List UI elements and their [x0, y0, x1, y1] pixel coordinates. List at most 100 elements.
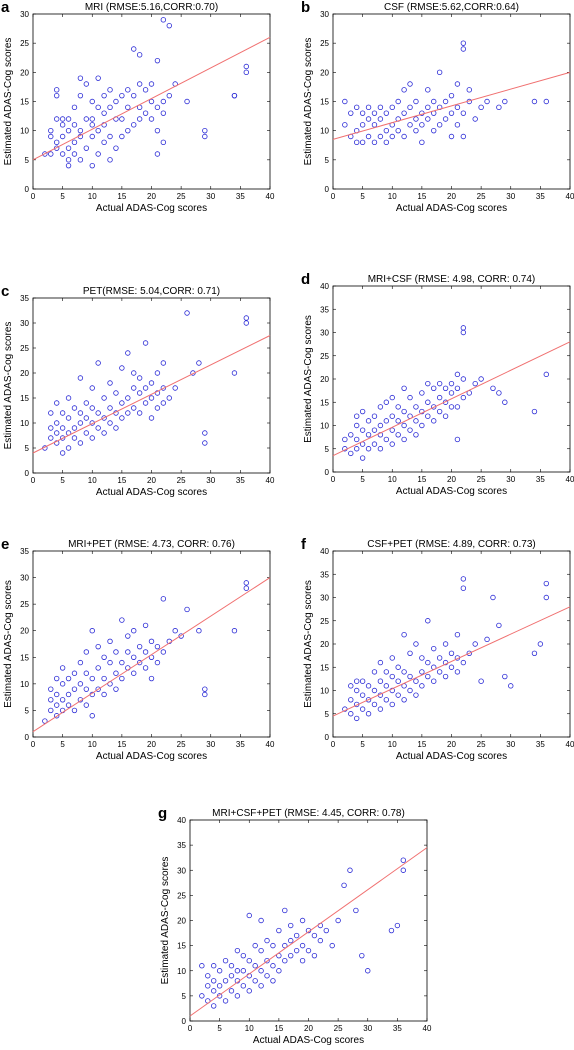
- scatter-point: [77, 92, 84, 99]
- x-tick-label: 20: [304, 1024, 313, 1033]
- scatter-point: [472, 380, 478, 387]
- x-axis-label: Actual ADAS-Cog scores: [96, 751, 207, 762]
- x-tick-label: 15: [417, 192, 426, 201]
- scatter-point: [89, 675, 95, 682]
- scatter-point: [160, 110, 167, 116]
- scatter-point: [107, 659, 113, 666]
- scatter-point: [454, 669, 461, 675]
- scatter-point: [460, 46, 467, 52]
- scatter-point: [243, 315, 249, 321]
- scatter-point: [160, 360, 167, 366]
- scatter-point: [400, 857, 406, 863]
- scatter-point: [359, 427, 366, 433]
- y-tick-label: 20: [20, 68, 29, 77]
- scatter-point: [442, 641, 449, 647]
- scatter-point: [231, 92, 238, 99]
- scatter-point: [148, 675, 155, 682]
- scatter-point: [431, 418, 437, 424]
- x-tick-label: 15: [117, 192, 126, 201]
- scatter-point: [401, 110, 407, 116]
- y-tick-label: 25: [320, 617, 329, 626]
- panel-letter: b: [301, 0, 310, 16]
- scatter-point: [400, 867, 406, 873]
- scatter-point: [282, 942, 288, 949]
- scatter-point: [48, 425, 54, 431]
- scatter-point: [166, 22, 172, 29]
- scatter-point: [436, 394, 443, 401]
- plot-frame: [332, 285, 571, 473]
- scatter-point: [407, 650, 413, 656]
- scatter-point: [54, 116, 60, 122]
- y-tick-label: 5: [25, 706, 30, 715]
- scatter-point: [199, 993, 205, 999]
- scatter-point: [305, 947, 312, 954]
- scatter-point: [425, 399, 431, 405]
- scatter-point: [425, 87, 431, 93]
- scatter-point: [365, 683, 372, 689]
- regression-line: [332, 71, 571, 140]
- scatter-point: [371, 669, 378, 675]
- scatter-point: [454, 632, 461, 638]
- y-tick-label: 30: [320, 594, 329, 603]
- scatter-point: [442, 116, 449, 122]
- scatter-point: [101, 430, 107, 436]
- scatter-point: [407, 427, 413, 433]
- scatter-point: [154, 104, 161, 111]
- scatter-point: [252, 942, 258, 949]
- scatter-point: [65, 415, 72, 421]
- scatter-point: [202, 133, 208, 140]
- y-tick-label: 30: [177, 866, 186, 875]
- scatter-point: [148, 116, 155, 122]
- scatter-point: [160, 596, 167, 602]
- x-tick-label: 5: [360, 192, 365, 201]
- scatter-point: [288, 937, 294, 944]
- scatter-point: [359, 408, 366, 415]
- scatter-point: [258, 917, 264, 924]
- scatter-point: [377, 446, 384, 452]
- scatter-point: [154, 127, 161, 134]
- scatter-point: [436, 122, 443, 128]
- scatter-point: [454, 371, 461, 378]
- scatter-point: [184, 98, 190, 105]
- scatter-point: [113, 98, 119, 105]
- scatter-point: [531, 98, 538, 105]
- scatter-point: [431, 385, 437, 391]
- scatter-point: [365, 968, 371, 974]
- y-tick-label: 15: [320, 98, 329, 107]
- scatter-point: [448, 133, 455, 140]
- scatter-point: [348, 450, 354, 457]
- scatter-point: [395, 664, 401, 670]
- scatter-point: [119, 365, 125, 371]
- scatter-point: [148, 81, 155, 87]
- y-axis-label: Estimated ADAS-Cog scores: [303, 580, 314, 708]
- y-tick-label: 35: [20, 294, 29, 303]
- scatter-point: [490, 385, 496, 391]
- scatter-point: [365, 697, 372, 703]
- scatter-point: [107, 133, 113, 140]
- scatter-point: [460, 133, 467, 140]
- scatter-point: [184, 310, 190, 316]
- scatter-point: [419, 655, 425, 661]
- scatter-point: [83, 400, 90, 406]
- scatter-point: [442, 385, 449, 391]
- panel-e: 0 5 10 15 20 25 30 35 40 0 5 10 15 20 25 30 35 MRI+PET (R…: [1, 536, 275, 762]
- scatter-point: [228, 988, 235, 994]
- scatter-point: [160, 400, 167, 406]
- panel-title: CSF+PET (RMSE: 4.89, CORR: 0.73): [367, 539, 535, 550]
- scatter-point: [89, 98, 95, 105]
- x-tick-label: 0: [188, 1024, 193, 1033]
- scatter-point: [95, 425, 101, 431]
- x-tick-label: 40: [566, 475, 574, 484]
- y-tick-label: 5: [325, 156, 330, 165]
- scatter-point: [377, 133, 384, 140]
- scatter-point: [231, 628, 238, 634]
- scatter-point: [54, 145, 60, 151]
- scatter-point: [95, 686, 101, 692]
- scatter-point: [142, 622, 149, 629]
- y-tick-label: 20: [20, 627, 29, 636]
- scatter-point: [270, 963, 276, 969]
- scatter-point: [71, 670, 78, 676]
- x-tick-label: 5: [217, 1024, 222, 1033]
- regression-line: [332, 606, 571, 717]
- scatter-point: [231, 370, 238, 376]
